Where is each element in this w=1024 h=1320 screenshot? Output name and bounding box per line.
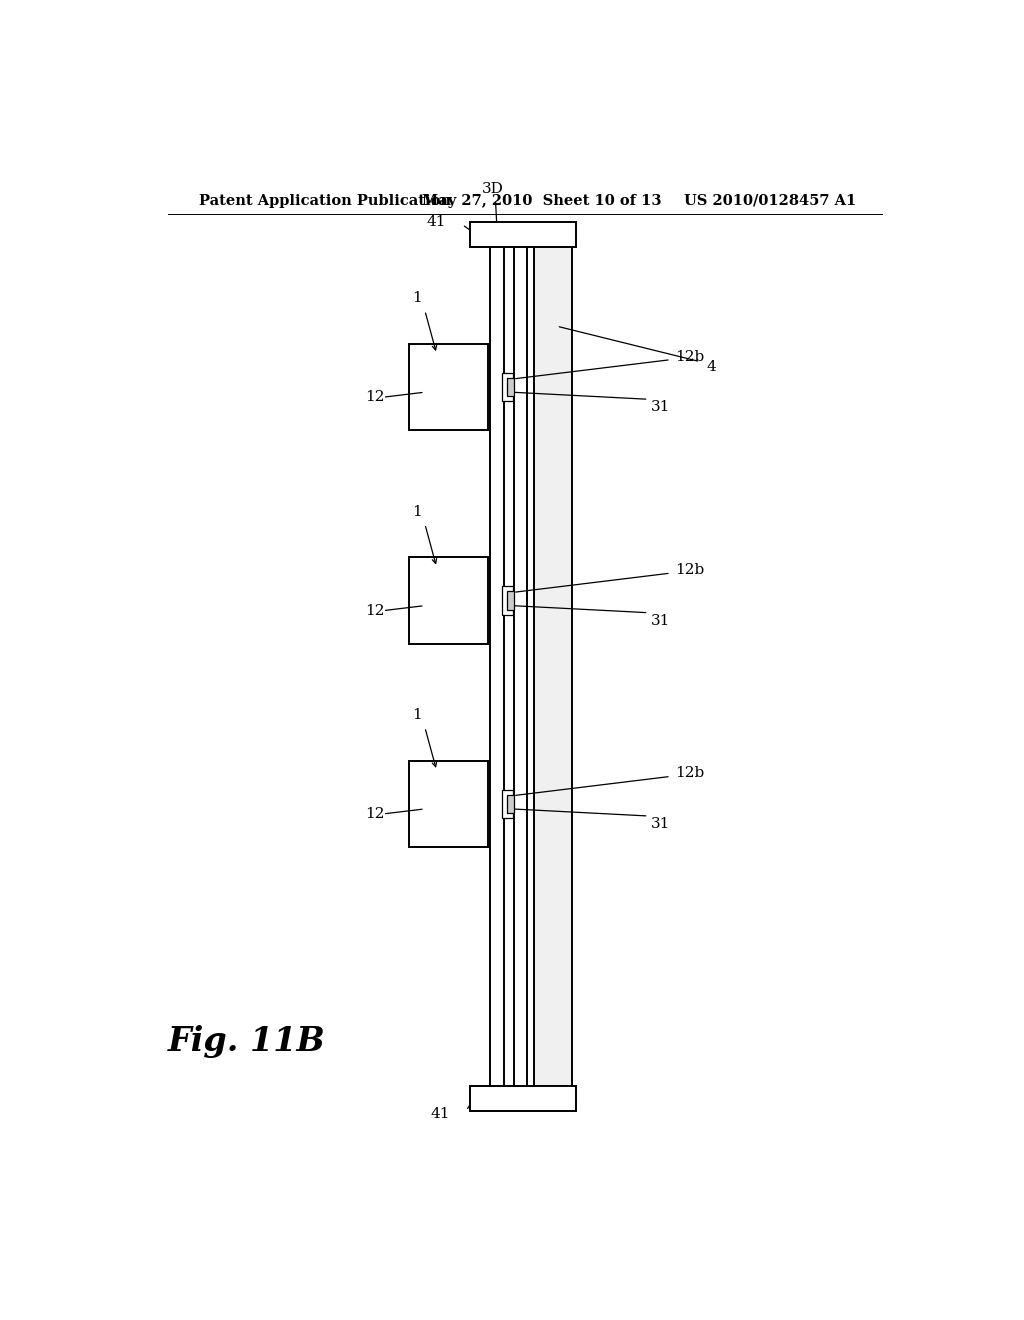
Text: Patent Application Publication: Patent Application Publication: [200, 194, 452, 209]
Bar: [409, 557, 488, 644]
Text: Fig. 11B: Fig. 11B: [168, 1024, 326, 1057]
Text: 31: 31: [651, 817, 671, 832]
Text: 1: 1: [412, 292, 422, 305]
Text: 41: 41: [431, 1106, 451, 1121]
Text: 12: 12: [366, 603, 385, 618]
Text: 12b: 12b: [675, 767, 705, 780]
Text: 4: 4: [707, 360, 716, 374]
Bar: [502, 372, 513, 401]
Bar: [489, 235, 504, 1098]
Text: 12: 12: [366, 391, 385, 404]
Bar: [470, 1086, 575, 1111]
Text: 31: 31: [651, 400, 671, 414]
Text: May 27, 2010  Sheet 10 of 13: May 27, 2010 Sheet 10 of 13: [422, 194, 662, 209]
Bar: [534, 235, 571, 1098]
Bar: [507, 378, 514, 396]
Bar: [507, 795, 514, 813]
Text: 1: 1: [412, 708, 422, 722]
Bar: [502, 789, 513, 818]
Bar: [502, 586, 513, 615]
Text: 3D: 3D: [482, 182, 504, 195]
Bar: [514, 235, 527, 1098]
Text: 12b: 12b: [675, 564, 705, 577]
Text: 1: 1: [412, 504, 422, 519]
Text: 12: 12: [366, 807, 385, 821]
Bar: [409, 345, 488, 430]
Bar: [470, 222, 575, 247]
Text: 31: 31: [651, 614, 671, 628]
Bar: [507, 591, 514, 610]
Text: 41: 41: [427, 215, 446, 230]
Text: 12b: 12b: [675, 350, 705, 363]
Bar: [409, 760, 488, 847]
Text: US 2010/0128457 A1: US 2010/0128457 A1: [684, 194, 856, 209]
